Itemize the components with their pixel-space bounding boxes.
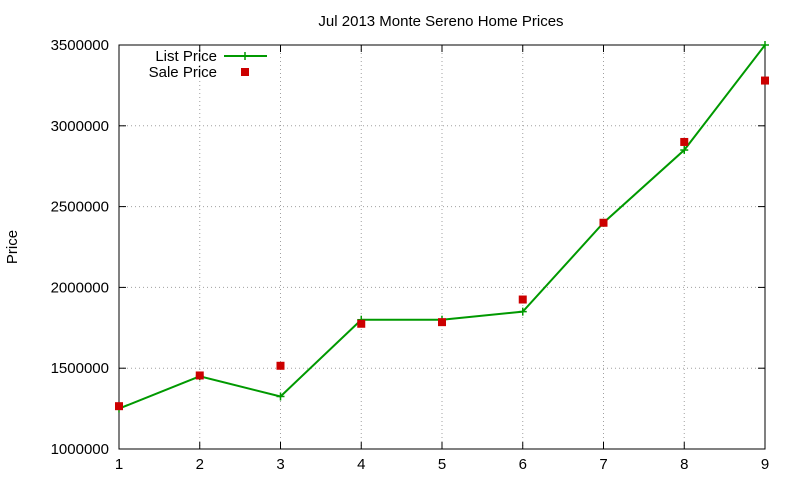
grid-lines [119, 45, 765, 449]
x-tick-label: 9 [761, 456, 769, 473]
data-point [518, 295, 527, 304]
y-tick-label: 3000000 [51, 118, 109, 135]
y-tick-label: 2500000 [51, 199, 109, 216]
series-sale-price [115, 76, 769, 411]
y-tick-label: 1000000 [51, 441, 109, 458]
axis-ticks: 1000000 1500000 2000000 2500000 3000000 35000… [51, 37, 770, 473]
data-point [115, 402, 123, 411]
y-axis-label: Price [4, 230, 21, 264]
x-tick-label: 2 [196, 456, 204, 473]
series-layer [115, 41, 769, 413]
legend-marker [241, 52, 249, 60]
legend-marker [241, 68, 249, 76]
data-point [438, 318, 446, 327]
x-tick-label: 3 [276, 456, 284, 473]
data-point [761, 41, 769, 49]
y-tick-label: 1500000 [51, 360, 109, 377]
legend-label: List Price [155, 48, 217, 65]
x-tick-label: 5 [438, 456, 446, 473]
data-point [680, 146, 689, 155]
y-tick-label: 2000000 [51, 279, 109, 296]
plot-border [118, 44, 766, 450]
series-line [118, 44, 766, 410]
data-point [276, 361, 285, 370]
data-point [195, 371, 204, 380]
chart-title: Jul 2013 Monte Sereno Home Prices [318, 13, 563, 30]
legend-label: Sale Price [149, 64, 217, 81]
data-point [357, 319, 366, 328]
data-point [276, 392, 285, 401]
x-tick-label: 7 [599, 456, 607, 473]
x-tick-label: 6 [519, 456, 527, 473]
data-point [518, 307, 527, 316]
data-point [761, 76, 769, 85]
x-tick-label: 8 [680, 456, 688, 473]
x-tick-label: 1 [115, 456, 123, 473]
x-tick-label: 4 [357, 456, 365, 473]
y-tick-label: 3500000 [51, 37, 109, 54]
series-list-price [115, 41, 769, 413]
data-point [599, 218, 608, 227]
data-point [680, 137, 689, 146]
